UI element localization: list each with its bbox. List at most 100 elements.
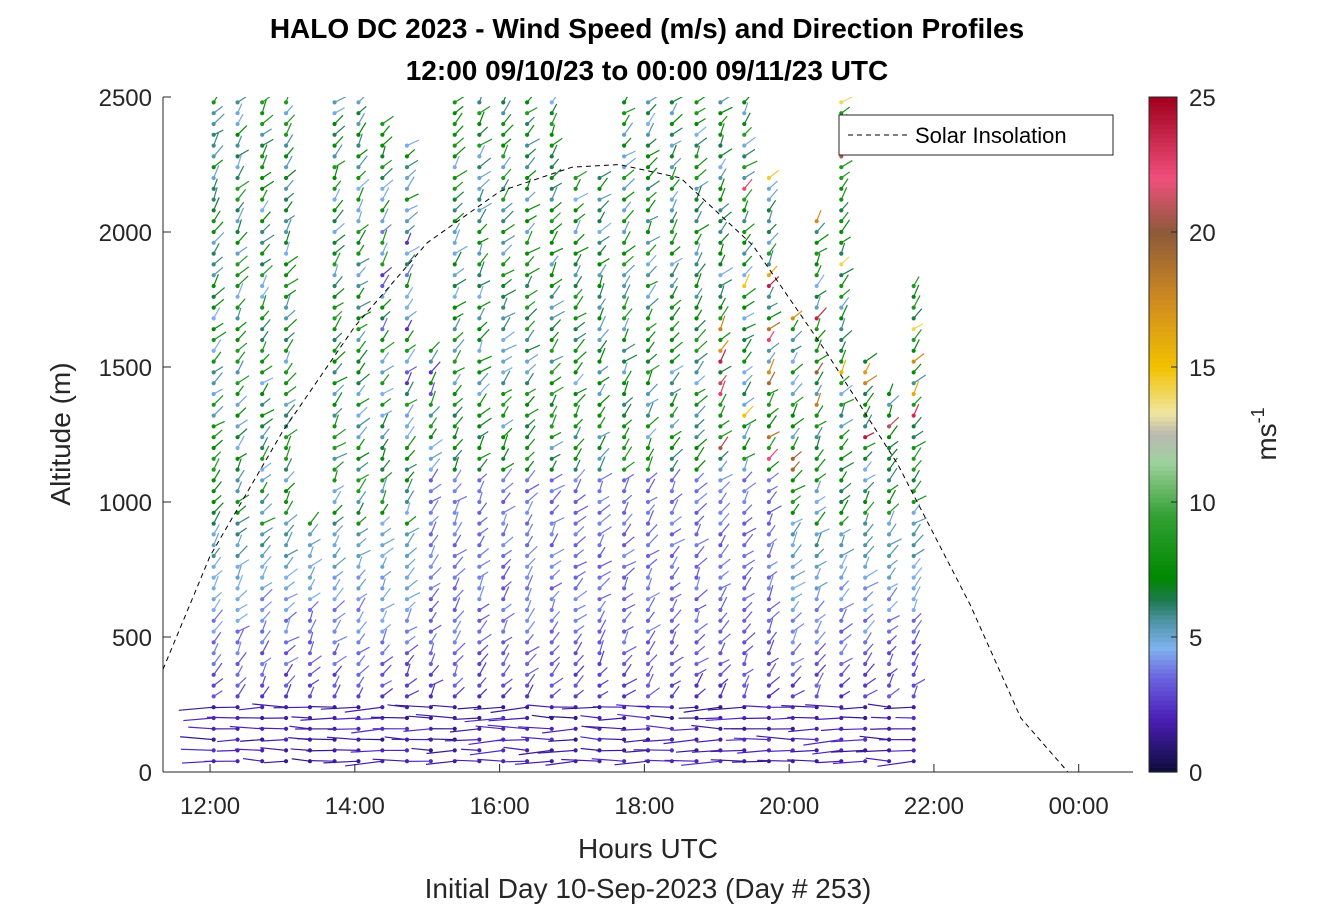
wind-barb <box>841 715 868 721</box>
wind-barb-dot <box>380 618 385 623</box>
wind-barb-shaft <box>788 728 817 733</box>
wind-barb <box>573 426 582 440</box>
wind-barb-dot <box>742 240 747 245</box>
wind-barb-shaft <box>768 639 775 654</box>
wind-barb-shaft <box>327 728 359 731</box>
wind-barb-dot <box>839 391 844 397</box>
wind-barb <box>235 683 246 699</box>
wind-barb <box>718 450 729 461</box>
wind-barb-dot <box>742 327 747 332</box>
wind-barb <box>525 157 536 170</box>
wind-barb-dot <box>211 564 216 569</box>
wind-barb <box>332 547 341 559</box>
wind-barb-shaft <box>381 628 388 643</box>
wind-barb-dot <box>597 219 602 224</box>
wind-barb-dot <box>766 435 771 440</box>
wind-barb <box>332 136 344 148</box>
wind-barb <box>525 320 536 332</box>
wind-barb-dot <box>573 327 578 332</box>
wind-barb-shaft <box>502 224 515 233</box>
wind-barb-dot <box>211 489 216 494</box>
wind-barb-shaft <box>551 168 562 179</box>
wind-barb-dot <box>573 305 578 310</box>
wind-barb-dot <box>911 661 916 667</box>
wind-barb <box>283 264 297 278</box>
wind-barb-shaft <box>381 136 393 147</box>
wind-barb-dot <box>477 316 482 321</box>
wind-barb-dot <box>332 327 337 332</box>
wind-barb-dot <box>525 370 530 375</box>
wind-barb-dot <box>283 154 289 159</box>
wind-barb-dot <box>597 640 602 645</box>
wind-barb-dot <box>742 694 747 699</box>
wind-barb-shaft <box>792 330 803 341</box>
wind-barb <box>814 295 821 310</box>
wind-barb <box>645 191 657 202</box>
wind-barb <box>790 451 802 461</box>
wind-barb-shaft <box>551 230 558 244</box>
wind-barb-shaft <box>675 749 697 753</box>
wind-barb <box>911 567 923 580</box>
wind-barb-shaft <box>840 418 854 427</box>
wind-barb <box>235 469 245 483</box>
wind-barb <box>380 490 387 505</box>
wind-barb <box>839 528 851 537</box>
wind-barb-dot <box>622 597 627 602</box>
wind-barb-dot <box>718 445 723 451</box>
wind-barb <box>573 494 586 505</box>
wind-barb <box>549 223 563 235</box>
wind-barb-shaft <box>502 331 515 341</box>
wind-barb-shaft <box>743 405 754 417</box>
wind-barb <box>839 304 848 321</box>
wind-barb-dot <box>452 445 457 451</box>
wind-barb-dot <box>356 219 361 224</box>
wind-barb-dot <box>332 359 337 364</box>
wind-barb-shaft <box>273 706 310 709</box>
wind-barb <box>814 613 826 623</box>
wind-barb <box>283 241 290 256</box>
wind-barb <box>622 354 638 364</box>
wind-barb-dot <box>911 456 916 461</box>
wind-barb-dot <box>573 262 578 267</box>
wind-barb <box>380 365 395 375</box>
wind-barb-dot <box>404 370 410 375</box>
wind-barb-dot <box>260 435 265 440</box>
wind-barb <box>549 656 561 667</box>
wind-barb-shaft <box>575 192 589 201</box>
wind-barb-dot <box>742 121 747 127</box>
wind-barb-shaft <box>840 482 852 492</box>
wind-barb-dot <box>380 381 385 386</box>
wind-barb-dot <box>718 705 723 710</box>
wind-barb <box>645 437 652 451</box>
wind-barb <box>790 310 803 321</box>
wind-barb-dot <box>260 240 265 245</box>
wind-barb <box>718 340 729 353</box>
wind-barb-dot <box>501 165 506 170</box>
wind-barb <box>428 341 441 353</box>
wind-barb-shaft <box>913 380 920 395</box>
wind-barb-dot <box>573 737 578 742</box>
wind-barb-dot <box>718 251 723 256</box>
wind-barb <box>597 447 610 461</box>
wind-barb <box>380 266 393 278</box>
wind-barb-dot <box>283 240 289 245</box>
wind-barb-dot <box>669 543 674 548</box>
wind-barb <box>718 678 729 688</box>
wind-barb-dot <box>742 370 747 375</box>
wind-barb-shaft <box>454 146 466 157</box>
wind-barb <box>477 393 487 407</box>
wind-barb <box>356 502 364 515</box>
wind-barb <box>911 599 918 613</box>
wind-barb <box>283 675 296 688</box>
wind-barb <box>694 668 707 677</box>
wind-barb <box>645 138 657 148</box>
wind-barb-shaft <box>913 567 923 578</box>
wind-barb <box>332 351 346 364</box>
wind-barb-dot <box>452 683 457 688</box>
wind-barb <box>260 180 275 191</box>
wind-barb-dot <box>597 456 602 461</box>
wind-barb <box>307 566 316 580</box>
wind-barb <box>669 144 677 159</box>
wind-barb-dot <box>911 564 916 569</box>
wind-barb-dot <box>211 337 216 343</box>
